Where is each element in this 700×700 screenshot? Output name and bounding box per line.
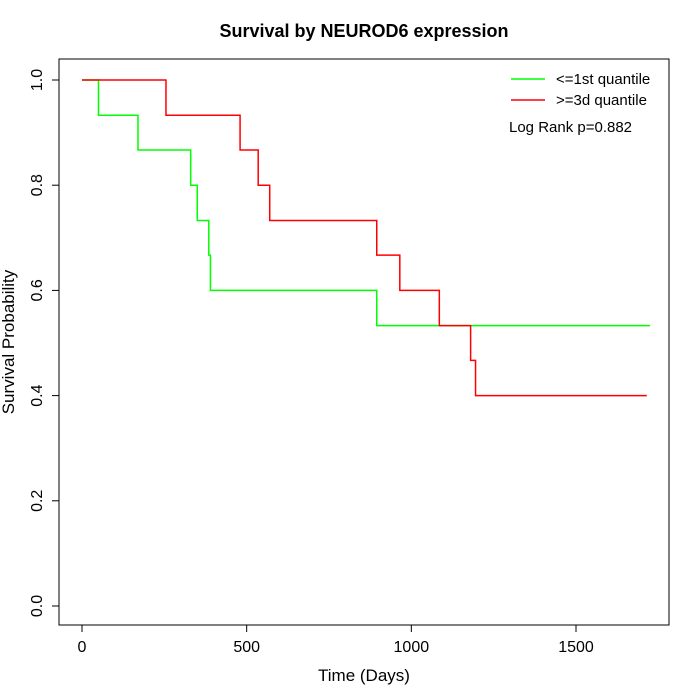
x-tick-label: 1500: [558, 639, 594, 656]
x-axis: 0 500 1000 1500: [78, 624, 594, 656]
legend-label-2: >=3d quantile: [556, 92, 647, 109]
x-tick-label: 0: [78, 639, 87, 656]
y-tick-label: 1.0: [29, 69, 46, 91]
y-tick-label: 0.6: [29, 279, 46, 301]
x-axis-label: Time (Days): [318, 666, 410, 685]
y-tick-label: 0.2: [29, 490, 46, 512]
log-rank-annotation: Log Rank p=0.882: [509, 119, 632, 136]
y-tick-label: 0.4: [29, 384, 46, 406]
plot-frame: [58, 58, 670, 626]
chart-title: Survival by NEUROD6 expression: [219, 21, 508, 41]
y-tick-label: 0.8: [29, 174, 46, 196]
y-axis: 0.0 0.2 0.4 0.6 0.8 1.0: [29, 69, 60, 617]
series-line-1: [82, 79, 651, 327]
x-tick-label: 500: [233, 639, 260, 656]
legend-label-1: <=1st quantile: [556, 71, 650, 88]
series-line-2: [82, 79, 647, 397]
x-tick-label: 1000: [394, 639, 430, 656]
legend: <=1st quantile >=3d quantile: [511, 71, 650, 109]
series-layer: [82, 79, 651, 397]
y-axis-label: Survival Probability: [0, 269, 18, 414]
y-tick-label: 0.0: [29, 595, 46, 617]
